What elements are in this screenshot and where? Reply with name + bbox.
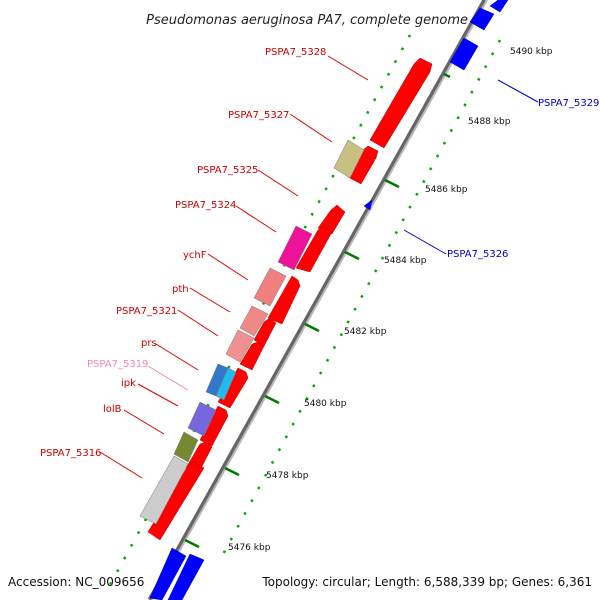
- gene-label-prs: prs: [141, 338, 157, 349]
- backbone-ticks: [184, 54, 469, 549]
- gene-arrow-lower-b: [167, 553, 205, 600]
- accession-text: Accession: NC_009656: [8, 575, 144, 589]
- gene-arrow-PSPA7_5329-a: [489, 0, 509, 13]
- gene-labels: PSPA7_5328 PSPA7_5327 PSPA7_5325 PSPA7_5…: [40, 47, 599, 459]
- forward-gene-arrows: [147, 57, 433, 541]
- tick-label-5488: 5488 kbp: [468, 117, 511, 127]
- tick-label-5486: 5486 kbp: [425, 185, 468, 195]
- tick-label-5490: 5490 kbp: [510, 47, 553, 57]
- gene-label-PSPA7_5326: PSPA7_5326: [447, 249, 508, 260]
- gene-arrow-PSPA7_5328: [369, 57, 433, 149]
- tick-label-5476: 5476 kbp: [228, 543, 271, 553]
- bar-lolB: [173, 431, 199, 463]
- tick-label-5482: 5482 kbp: [344, 327, 387, 337]
- inner-coloured-bars: [139, 139, 365, 525]
- bar-PSPA7_5327: [333, 139, 365, 179]
- gene-label-PSPA7_5316: PSPA7_5316: [40, 448, 101, 459]
- gene-label-PSPA7_5324: PSPA7_5324: [175, 200, 236, 211]
- gene-arrow-PSPA7_5321: [239, 341, 265, 371]
- gene-label-PSPA7_5329: PSPA7_5329: [538, 98, 599, 109]
- gene-arrow-ychF: [267, 275, 301, 325]
- gene-label-ipk: ipk: [121, 378, 136, 389]
- gene-label-pth: pth: [172, 284, 189, 295]
- gene-label-ychF: ychF: [183, 250, 207, 261]
- tick-label-5484: 5484 kbp: [384, 256, 427, 266]
- bar-PSPA7_5324: [277, 225, 313, 271]
- gene-label-PSPA7_5325: PSPA7_5325: [197, 165, 258, 176]
- tick-label-5478: 5478 kbp: [266, 471, 309, 481]
- bar-prs-cyan: [215, 367, 237, 401]
- gene-label-PSPA7_5319: PSPA7_5319: [87, 359, 148, 370]
- tick-label-5480: 5480 kbp: [304, 399, 347, 409]
- bar-PSPA7_5321: [225, 329, 255, 363]
- reverse-gene-arrows: [149, 0, 509, 600]
- leader-lines: [99, 55, 539, 479]
- genome-title: Pseudomonas aeruginosa PA7, complete gen…: [146, 13, 468, 28]
- bar-ychF: [253, 267, 287, 307]
- genome-backbone: [147, 0, 488, 600]
- gene-arrow-PSPA7_5326: [363, 199, 373, 211]
- bar-PSPA7_5316: [139, 455, 189, 525]
- bar-ipk: [187, 401, 217, 437]
- axis-tick-labels: 5476 kbp 5478 kbp 5480 kbp 5482 kbp 5484…: [228, 47, 553, 553]
- gene-arrow-lower-a: [149, 547, 187, 600]
- gene-label-lolB: lolB: [103, 404, 122, 415]
- bar-pth: [239, 305, 269, 337]
- gene-arrow-PSPA7_5324: [295, 225, 333, 273]
- gene-label-PSPA7_5328: PSPA7_5328: [265, 47, 326, 58]
- gene-arrow-PSPA7_5329-c: [449, 37, 479, 71]
- topology-text: Topology: circular; Length: 6,588,339 bp…: [261, 575, 592, 589]
- gene-label-PSPA7_5327: PSPA7_5327: [228, 110, 289, 121]
- gene-label-PSPA7_5321: PSPA7_5321: [116, 306, 177, 317]
- gene-arrow-PSPA7_5329-b: [469, 7, 495, 31]
